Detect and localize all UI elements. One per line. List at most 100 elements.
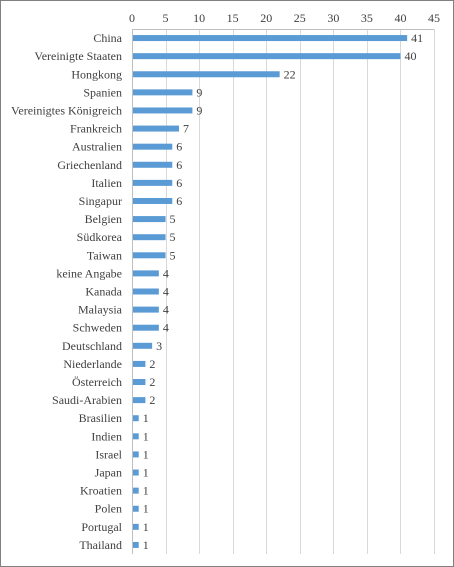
category-label-25: Kroatien xyxy=(80,484,122,498)
data-label-24: 1 xyxy=(143,466,149,480)
data-label-6: 6 xyxy=(176,140,182,154)
category-label-21: Brasilien xyxy=(79,411,122,425)
data-label-8: 6 xyxy=(176,176,182,190)
data-label-3: 9 xyxy=(196,85,202,99)
data-label-0: 41 xyxy=(411,31,423,45)
category-label-14: Kanada xyxy=(85,285,122,299)
data-label-23: 1 xyxy=(143,447,149,461)
category-label-18: Niederlande xyxy=(63,357,122,371)
data-label-9: 6 xyxy=(176,194,182,208)
bar-19 xyxy=(133,379,146,386)
category-label-15: Malaysia xyxy=(78,303,123,317)
data-label-14: 4 xyxy=(163,285,169,299)
data-label-1: 40 xyxy=(404,49,416,63)
bar-12 xyxy=(133,252,166,259)
bar-10 xyxy=(133,216,166,223)
category-label-3: Spanien xyxy=(83,85,122,99)
x-tick-label-0: 0 xyxy=(129,11,135,25)
data-label-16: 4 xyxy=(163,321,169,335)
data-label-20: 2 xyxy=(149,393,155,407)
bar-6 xyxy=(133,143,173,150)
data-label-21: 1 xyxy=(143,411,149,425)
bar-23 xyxy=(133,451,139,458)
x-tick-label-9: 45 xyxy=(428,11,440,25)
axes: 0 5 10 15 20 25 30 35 40 45 xyxy=(129,11,440,554)
category-label-17: Deutschland xyxy=(62,339,122,353)
category-label-6: Australien xyxy=(72,140,122,154)
data-label-28: 1 xyxy=(143,538,149,552)
x-tick-label-5: 25 xyxy=(294,11,306,25)
category-label-4: Vereinigtes Königreich xyxy=(11,103,122,117)
x-tick-label-3: 15 xyxy=(227,11,239,25)
category-label-20: Saudi-Arabien xyxy=(52,393,122,407)
bar-17 xyxy=(133,342,153,349)
data-label-25: 1 xyxy=(143,484,149,498)
category-label-16: Schweden xyxy=(73,321,122,335)
bar-4 xyxy=(133,107,193,114)
bar-3 xyxy=(133,89,193,96)
category-label-28: Thailand xyxy=(79,538,122,552)
bar-14 xyxy=(133,288,159,295)
x-tick-label-7: 35 xyxy=(361,11,373,25)
category-label-2: Hongkong xyxy=(71,67,122,81)
bar-26 xyxy=(133,505,139,512)
x-tick-label-6: 30 xyxy=(327,11,339,25)
category-label-9: Singapur xyxy=(79,194,122,208)
category-label-8: Italien xyxy=(91,176,122,190)
data-label-26: 1 xyxy=(143,502,149,516)
data-label-27: 1 xyxy=(143,520,149,534)
data-label-13: 4 xyxy=(163,266,169,280)
data-label-19: 2 xyxy=(149,375,155,389)
x-tick-label-2: 10 xyxy=(193,11,205,25)
category-label-27: Portugal xyxy=(81,520,122,534)
bar-7 xyxy=(133,161,173,168)
bar-2 xyxy=(133,71,280,78)
bar-27 xyxy=(133,523,139,530)
category-label-19: Österreich xyxy=(72,375,122,389)
bar-9 xyxy=(133,197,173,204)
data-label-11: 5 xyxy=(170,230,176,244)
category-label-22: Indien xyxy=(91,429,122,443)
bar-0 xyxy=(133,35,408,42)
bar-20 xyxy=(133,397,146,404)
category-label-5: Frankreich xyxy=(70,122,122,136)
data-label-17: 3 xyxy=(156,339,162,353)
bar-15 xyxy=(133,306,159,313)
bar-21 xyxy=(133,415,139,422)
category-label-11: Südkorea xyxy=(77,230,123,244)
bar-28 xyxy=(133,541,139,548)
data-label-10: 5 xyxy=(170,212,176,226)
x-tick-label-4: 20 xyxy=(260,11,272,25)
data-label-5: 7 xyxy=(183,122,189,136)
category-label-12: Taiwan xyxy=(87,248,122,262)
bar-13 xyxy=(133,270,159,277)
data-label-15: 4 xyxy=(163,303,169,317)
x-tick-label-1: 5 xyxy=(163,11,169,25)
category-label-26: Polen xyxy=(95,502,122,516)
bars xyxy=(133,35,408,548)
category-label-0: China xyxy=(93,31,122,45)
data-label-22: 1 xyxy=(143,429,149,443)
bar-1 xyxy=(133,53,401,60)
bar-16 xyxy=(133,324,159,331)
bar-11 xyxy=(133,234,166,241)
category-label-13: keine Angabe xyxy=(56,266,122,280)
bar-8 xyxy=(133,179,173,186)
category-label-24: Japan xyxy=(95,466,122,480)
bar-25 xyxy=(133,487,139,494)
bar-18 xyxy=(133,360,146,367)
data-label-4: 9 xyxy=(196,103,202,117)
data-label-2: 22 xyxy=(284,67,296,81)
data-label-18: 2 xyxy=(149,357,155,371)
bar-22 xyxy=(133,433,139,440)
category-label-10: Belgien xyxy=(85,212,122,226)
data-label-7: 6 xyxy=(176,158,182,172)
category-label-7: Griechenland xyxy=(57,158,122,172)
data-label-12: 5 xyxy=(170,248,176,262)
bar-5 xyxy=(133,125,179,132)
category-label-1: Vereinigte Staaten xyxy=(34,49,122,63)
category-label-23: Israel xyxy=(95,447,122,461)
